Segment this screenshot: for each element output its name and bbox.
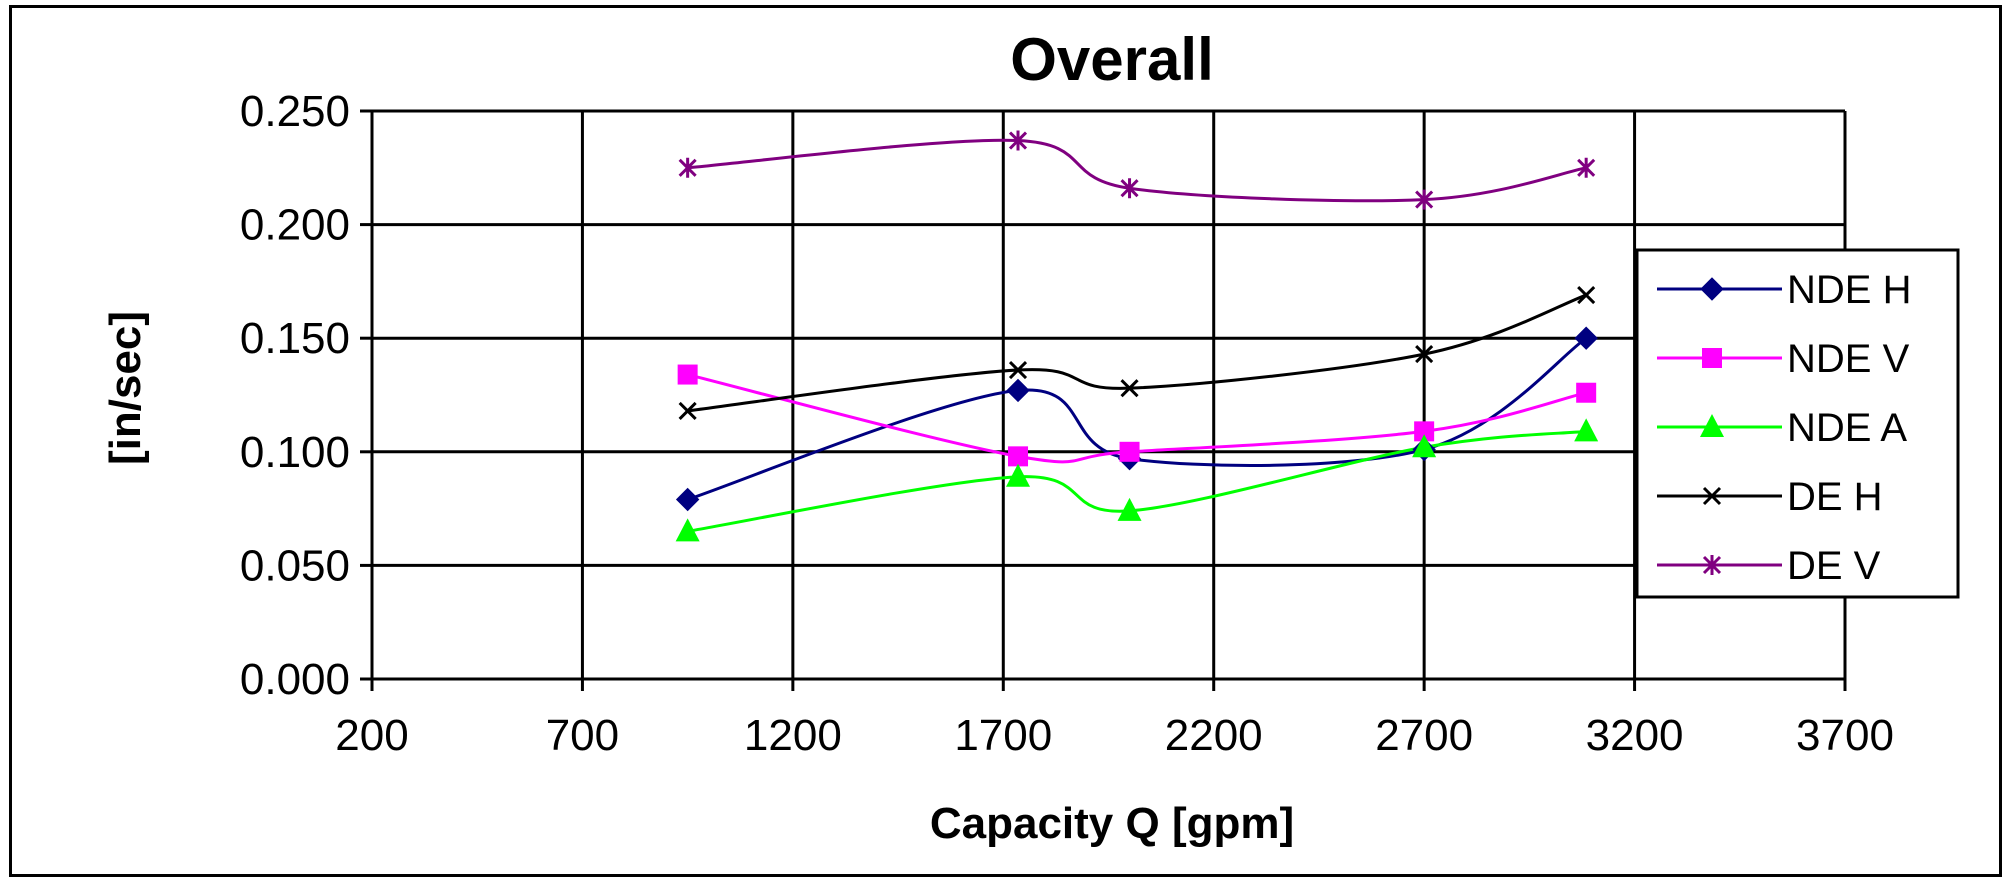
legend-box xyxy=(1635,248,1960,599)
data-point-nde-v xyxy=(1119,441,1140,462)
data-point-nde-a xyxy=(675,518,700,542)
y-tick-label: 0.050 xyxy=(240,541,350,590)
legend-marker-nde-a xyxy=(1700,414,1724,437)
data-point-nde-v xyxy=(1414,421,1435,442)
x-axis-ticks: 200 700 1200 1700 2200 2700 3200 3700 xyxy=(335,679,1894,760)
data-point-nde-h xyxy=(1006,378,1030,403)
data-point-nde-a xyxy=(1412,434,1437,458)
legend: NDE H NDE V NDE A DE H DE V xyxy=(1635,248,1960,599)
x-tick-label: 2700 xyxy=(1375,711,1473,760)
chart-title: Overall xyxy=(1010,26,1213,93)
x-tick-label: 3700 xyxy=(1796,711,1894,760)
y-tick-label: 0.100 xyxy=(240,428,350,477)
legend-marker-nde-h xyxy=(1700,277,1724,301)
y-tick-label: 0.000 xyxy=(240,655,350,704)
legend-marker-de-v xyxy=(1702,555,1722,575)
data-point-de-v xyxy=(678,157,697,178)
legend-marker-de-h xyxy=(1702,486,1722,506)
data-point-nde-h xyxy=(1574,326,1598,350)
x-tick-label: 1700 xyxy=(954,711,1052,760)
y-axis-title: [in/sec] xyxy=(101,311,150,465)
data-point-nde-v xyxy=(677,364,698,385)
data-point-de-h xyxy=(1008,360,1028,380)
x-tick-label: 3200 xyxy=(1586,711,1684,760)
data-point-nde-v xyxy=(1008,446,1029,467)
legend-label-nde-a: NDE A xyxy=(1787,406,1907,450)
series-line-de-v xyxy=(687,138,1587,203)
data-point-nde-a xyxy=(1574,418,1599,442)
x-tick-label: 1200 xyxy=(744,711,842,760)
series-line-nde-h xyxy=(687,336,1588,501)
legend-label-de-h: DE H xyxy=(1787,475,1883,519)
x-axis-title: Capacity Q [gpm] xyxy=(930,799,1294,848)
data-point-de-v xyxy=(1577,157,1596,178)
y-tick-label: 0.200 xyxy=(240,201,350,250)
legend-marker-nde-v xyxy=(1702,348,1722,368)
data-point-nde-a xyxy=(1117,497,1142,521)
x-tick-label: 2200 xyxy=(1165,711,1263,760)
y-tick-label: 0.250 xyxy=(240,87,350,136)
data-point-de-h xyxy=(678,401,697,420)
series-lines xyxy=(687,138,1588,533)
data-point-de-h xyxy=(1415,345,1434,364)
data-point-nde-a xyxy=(1006,463,1031,487)
data-point-nde-h xyxy=(675,487,700,512)
legend-label-nde-h: NDE H xyxy=(1787,268,1911,312)
data-point-de-v xyxy=(1008,130,1028,151)
grid xyxy=(370,109,1847,681)
x-tick-label: 200 xyxy=(335,711,408,760)
data-point-nde-v xyxy=(1576,382,1597,403)
x-tick-label: 700 xyxy=(546,711,619,760)
data-point-de-v xyxy=(1120,178,1139,199)
y-axis-ticks: 0.000 0.050 0.100 0.150 0.200 0.250 xyxy=(240,87,372,704)
series-markers xyxy=(675,130,1599,542)
legend-label-nde-v: NDE V xyxy=(1787,337,1910,381)
data-point-de-h xyxy=(1577,285,1596,305)
data-point-de-v xyxy=(1415,189,1434,210)
legend-label-de-v: DE V xyxy=(1787,544,1881,588)
data-point-de-h xyxy=(1120,379,1139,398)
y-tick-label: 0.150 xyxy=(240,314,350,363)
